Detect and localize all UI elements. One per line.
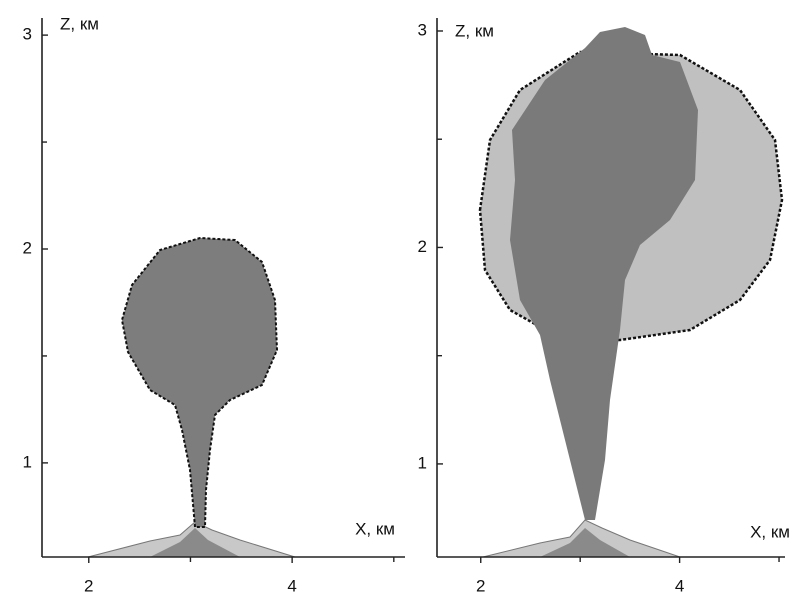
x-tick-label: 4 [675, 576, 684, 595]
y-axis-label: Z, км [60, 14, 99, 33]
y-tick-label: 1 [418, 453, 427, 472]
y-axis-label: Z, км [455, 21, 494, 40]
x-tick-label: 2 [84, 576, 93, 595]
y-tick-label: 1 [23, 452, 32, 471]
x-tick-label: 2 [476, 576, 485, 595]
plume-left [87, 236, 296, 558]
y-tick-label: 3 [418, 20, 427, 39]
y-tick-label: 2 [418, 237, 427, 256]
x-axis-label: X, км [750, 522, 790, 541]
cloud [120, 236, 279, 528]
plume-right [478, 27, 784, 558]
y-tick-label: 3 [23, 25, 32, 44]
x-axis-label: X, км [355, 519, 395, 538]
y-tick-label: 2 [23, 238, 32, 257]
ground-plume-core [150, 528, 240, 557]
ground-plume-core [540, 528, 630, 557]
cloud [510, 27, 698, 520]
x-tick-label: 4 [287, 576, 296, 595]
